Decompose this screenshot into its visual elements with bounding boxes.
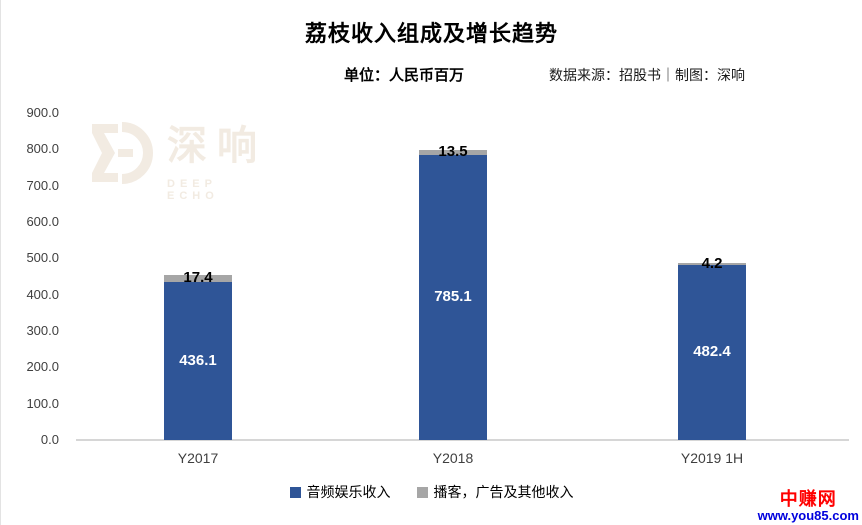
y-axis-tick-label: 0.0: [40, 432, 59, 447]
legend: 音频娱乐收入 播客，广告及其他收入: [1, 482, 862, 502]
bar-value-label-secondary: 13.5: [438, 143, 468, 161]
chart-title: 荔枝收入组成及增长趋势: [304, 21, 558, 46]
x-axis-line: [76, 439, 849, 441]
y-axis-tick-label: 500.0: [26, 250, 59, 266]
legend-label-audio: 音频娱乐收入: [306, 486, 391, 501]
legend-item-audio: 音频娱乐收入: [289, 482, 391, 502]
legend-swatch-audio: [289, 486, 301, 498]
site-watermark: 中赚网 www.you85.com: [758, 490, 859, 523]
bar-segment-primary: [164, 281, 232, 440]
y-axis-tick-label: 900.0: [26, 105, 59, 120]
legend-item-podcast-ads: 播客，广告及其他收入: [416, 482, 574, 502]
y-axis-tick-label: 400.0: [26, 286, 59, 302]
bar-value-label-primary: 482.4: [693, 343, 731, 361]
bar-segment-primary: [419, 154, 487, 440]
legend-label-podcast-ads: 播客，广告及其他收入: [433, 486, 574, 501]
x-axis-category-label: Y2019 1H: [680, 450, 744, 466]
legend-swatch-podcast-ads: [416, 486, 428, 498]
bar-segment-primary: [678, 264, 746, 440]
site-watermark-name: 中赚网: [779, 489, 837, 510]
source-label: 数据来源：招股书｜制图：深响: [549, 69, 745, 84]
deep-echo-cn-text: 深响: [167, 124, 267, 168]
y-axis-tick-label: 600.0: [26, 214, 59, 229]
bar-value-label-secondary: 4.2: [701, 254, 723, 272]
y-axis-tick-label: 200.0: [26, 359, 59, 375]
deep-echo-watermark: 深响 DEEP ECHO: [91, 118, 267, 202]
y-axis-tick-label: 100.0: [26, 395, 59, 411]
unit-label: 单位：人民币百万: [344, 68, 465, 84]
y-axis-tick-label: 700.0: [26, 177, 59, 193]
y-axis-tick-label: 300.0: [26, 323, 59, 338]
bar-segment-secondary: [164, 275, 232, 282]
y-axis-tick-label: 800.0: [26, 141, 59, 157]
bar-segment-secondary: [678, 263, 746, 265]
bar-value-label-secondary: 17.4: [183, 269, 213, 287]
site-watermark-url: www.you85.com: [757, 508, 859, 524]
deep-echo-logo-icon: [92, 122, 153, 184]
x-axis-category-label: Y2018: [432, 450, 474, 466]
deep-echo-en-text: DEEP ECHO: [167, 178, 219, 202]
x-axis-category-label: Y2017: [177, 450, 219, 466]
bar-segment-secondary: [419, 149, 487, 155]
bar-value-label-primary: 785.1: [434, 288, 472, 306]
bar-value-label-primary: 436.1: [179, 351, 217, 369]
